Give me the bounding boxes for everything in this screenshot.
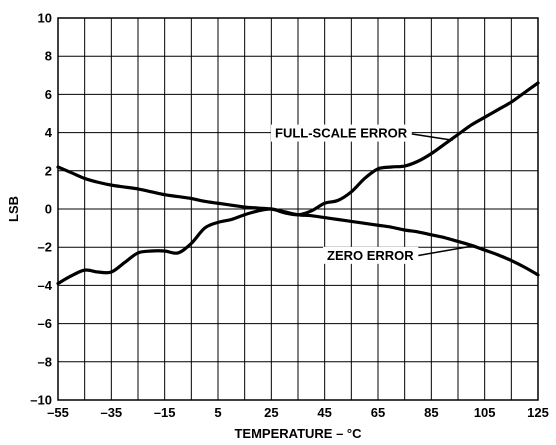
y-tick-label: –2	[38, 240, 52, 255]
y-tick-label: –4	[38, 278, 53, 293]
y-tick-label: 6	[45, 87, 52, 102]
annotation-full-scale-background	[271, 124, 412, 142]
y-tick-label: 2	[45, 163, 52, 178]
annotation-full-scale-leader	[409, 132, 453, 141]
y-tick-label: 10	[38, 11, 52, 26]
annotation-zero-background	[323, 246, 419, 264]
x-tick-label: 25	[264, 405, 278, 420]
y-tick-label: 4	[45, 125, 53, 140]
y-tick-label: 0	[45, 202, 52, 217]
series-group	[56, 81, 540, 286]
annotation-full-scale-label: FULL-SCALE ERROR	[275, 126, 408, 141]
tick-labels: –10 –8 –6 –4 –2 0 2 4 6 8 10 –55 –35 –15 5 25 45 65 85 105 1…	[30, 11, 549, 421]
x-tick-label: 45	[317, 405, 331, 420]
x-tick-label: 65	[371, 405, 385, 420]
annotation-full-scale-error: FULL-SCALE ERROR	[271, 124, 453, 142]
series-line-zero-error	[56, 165, 540, 277]
plot-frame	[57, 17, 539, 401]
grid	[57, 17, 539, 401]
annotation-zero-label: ZERO ERROR	[327, 248, 414, 263]
x-tick-label: 105	[474, 405, 496, 420]
x-tick-label: –55	[47, 405, 69, 420]
y-tick-label: –8	[38, 354, 52, 369]
x-tick-label: –35	[100, 405, 122, 420]
y-axis-label: LSB	[6, 196, 21, 222]
x-axis-label: TEMPERATURE – °C	[234, 426, 362, 441]
x-tick-label: –15	[154, 405, 176, 420]
x-tick-label: 125	[527, 405, 549, 420]
y-tick-label: 8	[45, 49, 52, 64]
annotation-zero-error: ZERO ERROR	[323, 245, 472, 264]
y-tick-label: –10	[30, 393, 52, 408]
x-tick-label: 5	[214, 405, 221, 420]
y-tick-label: –6	[38, 316, 52, 331]
annotation-zero-leader	[416, 245, 472, 257]
x-tick-label: 85	[424, 405, 438, 420]
